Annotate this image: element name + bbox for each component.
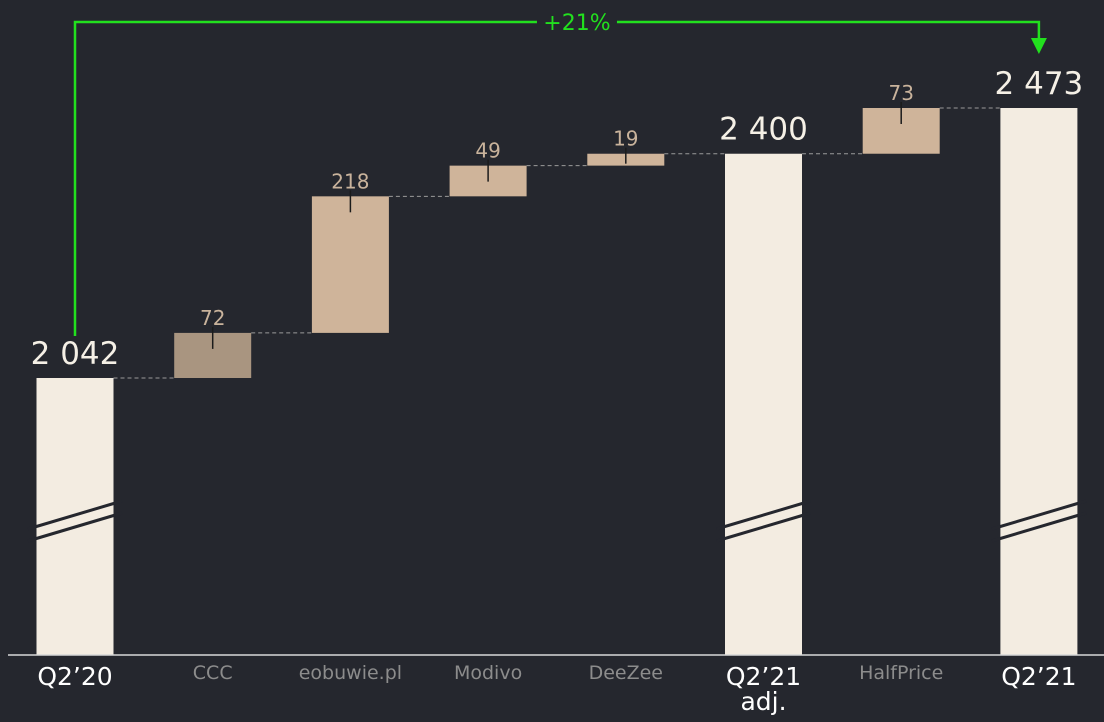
- bar: [1000, 108, 1078, 655]
- arrow-head: [1030, 38, 1047, 54]
- bar: [311, 196, 389, 333]
- value-label: 19: [613, 127, 638, 151]
- axis-break: [716, 511, 811, 543]
- bar: [725, 153, 802, 655]
- value-label: 72: [200, 306, 225, 330]
- axis-break: [27, 499, 123, 531]
- arrow-line: [73, 20, 537, 336]
- x-tick-label: CCC: [192, 662, 233, 684]
- value-label: 2 400: [719, 112, 808, 148]
- x-tick-label: HalfPrice: [859, 662, 944, 684]
- arrow-line: [616, 20, 1041, 40]
- x-tick-label: eobuwie.pl: [298, 662, 403, 684]
- x-tick-label: Modivo: [453, 662, 523, 684]
- axis-break: [991, 499, 1087, 531]
- x-tick-label: Q2’21: [1001, 662, 1077, 691]
- value-label: 218: [331, 169, 369, 193]
- value-label: 73: [888, 81, 913, 105]
- axis-break: [716, 499, 811, 531]
- value-label: 2 042: [31, 336, 120, 372]
- x-tick-label: Q2’20: [37, 662, 113, 691]
- axis-break: [991, 511, 1087, 543]
- value-label: 2 473: [995, 66, 1084, 102]
- x-tick-label: DeeZee: [588, 662, 663, 684]
- annotation: +21%: [543, 11, 610, 36]
- x-tick-label: Q2’21 adj.: [725, 662, 802, 716]
- value-label: 49: [475, 139, 500, 163]
- axis-break: [27, 511, 123, 543]
